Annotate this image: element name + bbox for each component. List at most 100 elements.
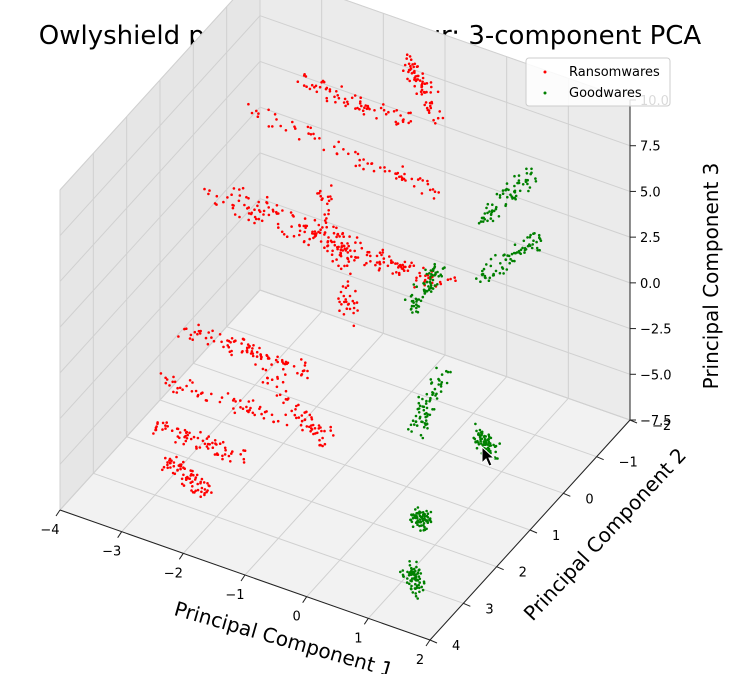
goodware-point	[429, 378, 433, 381]
ransomware-point	[238, 188, 241, 191]
ransomware-point	[340, 85, 344, 88]
y-tick-mark	[429, 639, 438, 644]
ransomware-point	[176, 427, 180, 431]
ransomware-point	[211, 329, 214, 333]
y-tick-mark	[463, 602, 471, 607]
ransomware-point	[270, 413, 274, 417]
ransomware-point	[313, 137, 317, 140]
goodware-point	[411, 591, 415, 594]
ransomware-point	[345, 300, 348, 304]
ransomware-point	[325, 99, 329, 103]
ransomware-point	[301, 428, 304, 432]
goodware-point	[416, 523, 419, 527]
ransomware-point	[180, 482, 184, 486]
ransomware-point	[345, 247, 349, 250]
goodware-point	[490, 210, 494, 214]
goodware-point	[419, 299, 423, 303]
ransomware-point	[319, 194, 323, 198]
ransomware-point	[425, 82, 429, 85]
ransomware-point	[330, 240, 334, 244]
ransomware-point	[193, 330, 197, 334]
ransomware-point	[200, 486, 204, 490]
goodware-point	[414, 569, 417, 573]
ransomware-point	[256, 115, 260, 118]
ransomware-point	[170, 459, 173, 463]
data-points	[152, 53, 543, 600]
ransomware-point	[285, 362, 289, 366]
goodware-point	[408, 564, 412, 567]
y-tick-label: −1	[619, 456, 638, 471]
ransomware-point	[401, 120, 405, 124]
ransomware-point	[192, 435, 196, 439]
ransomware-point	[365, 253, 369, 257]
ransomware-point	[358, 158, 362, 162]
ransomware-point	[372, 169, 376, 173]
goodware-point	[488, 276, 492, 280]
ransomware-point	[413, 62, 417, 66]
goodware-point	[440, 373, 444, 376]
ransomware-point	[265, 353, 269, 357]
ransomware-point	[320, 429, 323, 433]
goodware-point	[421, 295, 425, 299]
goodware-point	[424, 268, 427, 272]
goodware-point	[514, 251, 517, 255]
ransomware-point	[449, 277, 452, 281]
ransomware-point	[295, 404, 298, 408]
ransomware-point	[156, 422, 159, 426]
goodware-point	[521, 183, 525, 186]
ransomware-point	[300, 414, 304, 417]
ransomware-point	[232, 340, 236, 343]
ransomware-point	[304, 224, 307, 228]
ransomware-point	[251, 399, 255, 402]
ransomware-point	[420, 88, 424, 92]
goodware-point	[513, 184, 516, 188]
ransomware-point	[265, 201, 268, 204]
goodware-point	[436, 270, 439, 274]
ransomware-point	[418, 274, 422, 278]
ransomware-point	[348, 294, 352, 298]
ransomware-point	[210, 392, 213, 396]
ransomware-point	[395, 109, 399, 112]
ransomware-point	[308, 237, 312, 241]
goodware-point	[477, 221, 481, 225]
goodware-point	[532, 232, 535, 235]
y-tick-mark	[563, 492, 571, 497]
goodware-point	[414, 508, 417, 511]
ransomware-point	[365, 261, 368, 265]
ransomware-point	[253, 221, 256, 225]
ransomware-point	[347, 260, 351, 263]
ransomware-point	[169, 466, 172, 469]
ransomware-point	[276, 355, 279, 359]
ransomware-point	[238, 215, 241, 219]
y-tick-mark	[529, 529, 538, 534]
tick-labels: 2 1 0 −1 −2 −3 −4 −2 −1 0 1 2 3 4 −7.5 −5.0 −2.5 0.0 2.5 5.…	[40, 94, 671, 668]
z-tick-label: 7.5	[640, 140, 661, 155]
ransomware-point	[299, 423, 303, 427]
ransomware-point	[205, 490, 208, 494]
ransomware-point	[326, 249, 329, 253]
goodware-point	[420, 524, 423, 527]
ransomware-point	[358, 102, 362, 105]
goodware-point	[419, 529, 422, 532]
goodware-point	[479, 220, 483, 223]
ransomware-point	[410, 261, 413, 265]
grid-line-z-side	[59, 61, 261, 282]
ransomware-point	[200, 477, 204, 481]
ransomware-point	[327, 199, 331, 203]
goodware-point	[424, 402, 428, 405]
ransomware-point	[415, 92, 419, 95]
ransomware-point	[327, 212, 330, 216]
ransomware-point	[247, 346, 251, 349]
ransomware-point	[252, 344, 255, 347]
ransomware-point	[197, 329, 201, 333]
goodware-point	[517, 174, 521, 177]
ransomware-point	[302, 84, 306, 87]
goodware-point	[492, 209, 496, 213]
goodware-point	[519, 248, 523, 252]
goodware-point	[426, 512, 430, 515]
ransomware-point	[413, 69, 416, 73]
ransomware-point	[326, 244, 329, 248]
ransomware-point	[359, 241, 362, 245]
goodware-point	[409, 295, 413, 298]
ransomware-point	[429, 91, 433, 94]
